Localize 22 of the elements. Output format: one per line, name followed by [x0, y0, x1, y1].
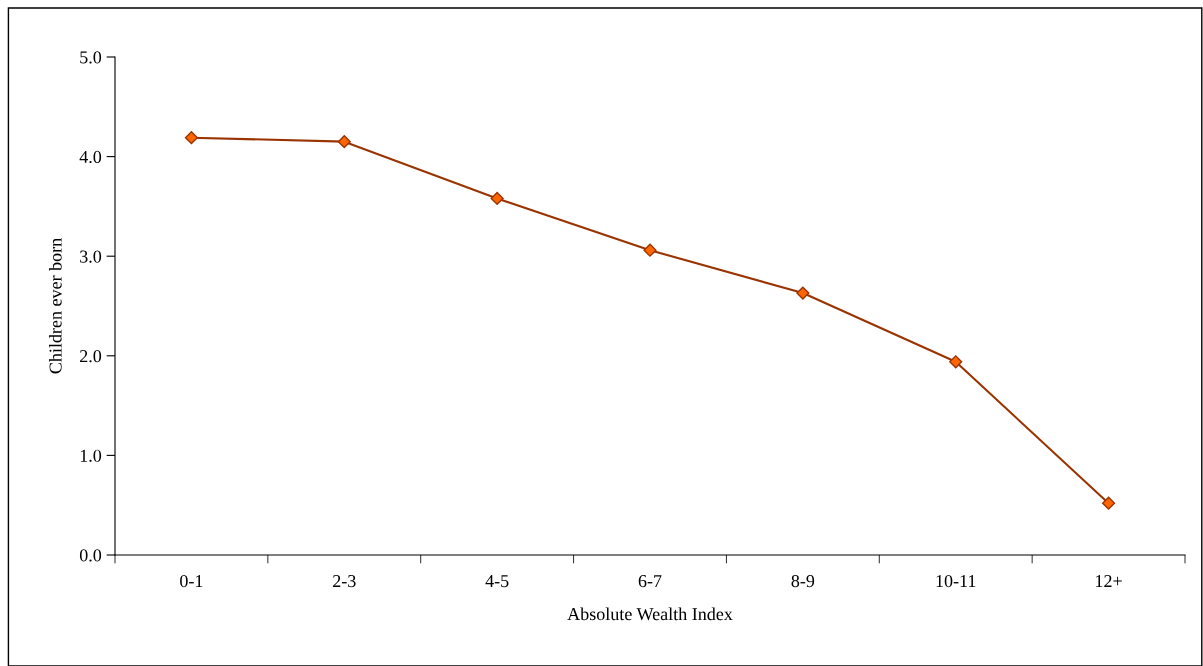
x-tick-label: 4-5 — [485, 575, 509, 588]
point — [1101, 496, 1116, 510]
y-tick-label: 4.0 — [79, 150, 102, 164]
y-axis-title: Children ever born — [48, 238, 62, 374]
x-tick-label: 0-1 — [180, 574, 203, 588]
x-tick-label: 2-3 — [333, 575, 356, 588]
point — [643, 243, 657, 257]
y-tick-label: 5.0 — [80, 51, 102, 64]
x-tick-label: 12+ — [1096, 575, 1122, 587]
point — [796, 286, 810, 300]
point — [337, 135, 351, 149]
point — [184, 131, 199, 145]
x-tick-label: 10-11 — [936, 574, 976, 588]
point — [490, 191, 504, 206]
x-tick-label: 8-9 — [791, 574, 815, 588]
y-tick-label: 0.0 — [79, 549, 102, 562]
point — [949, 355, 963, 369]
y-tick-label: 2.0 — [80, 350, 102, 363]
y-tick-label: 3.0 — [80, 250, 102, 263]
x-axis-title: Absolute Wealth Index — [567, 607, 733, 621]
y-tick-label: 1.0 — [80, 449, 102, 462]
x-tick-label: 6-7 — [638, 575, 662, 588]
